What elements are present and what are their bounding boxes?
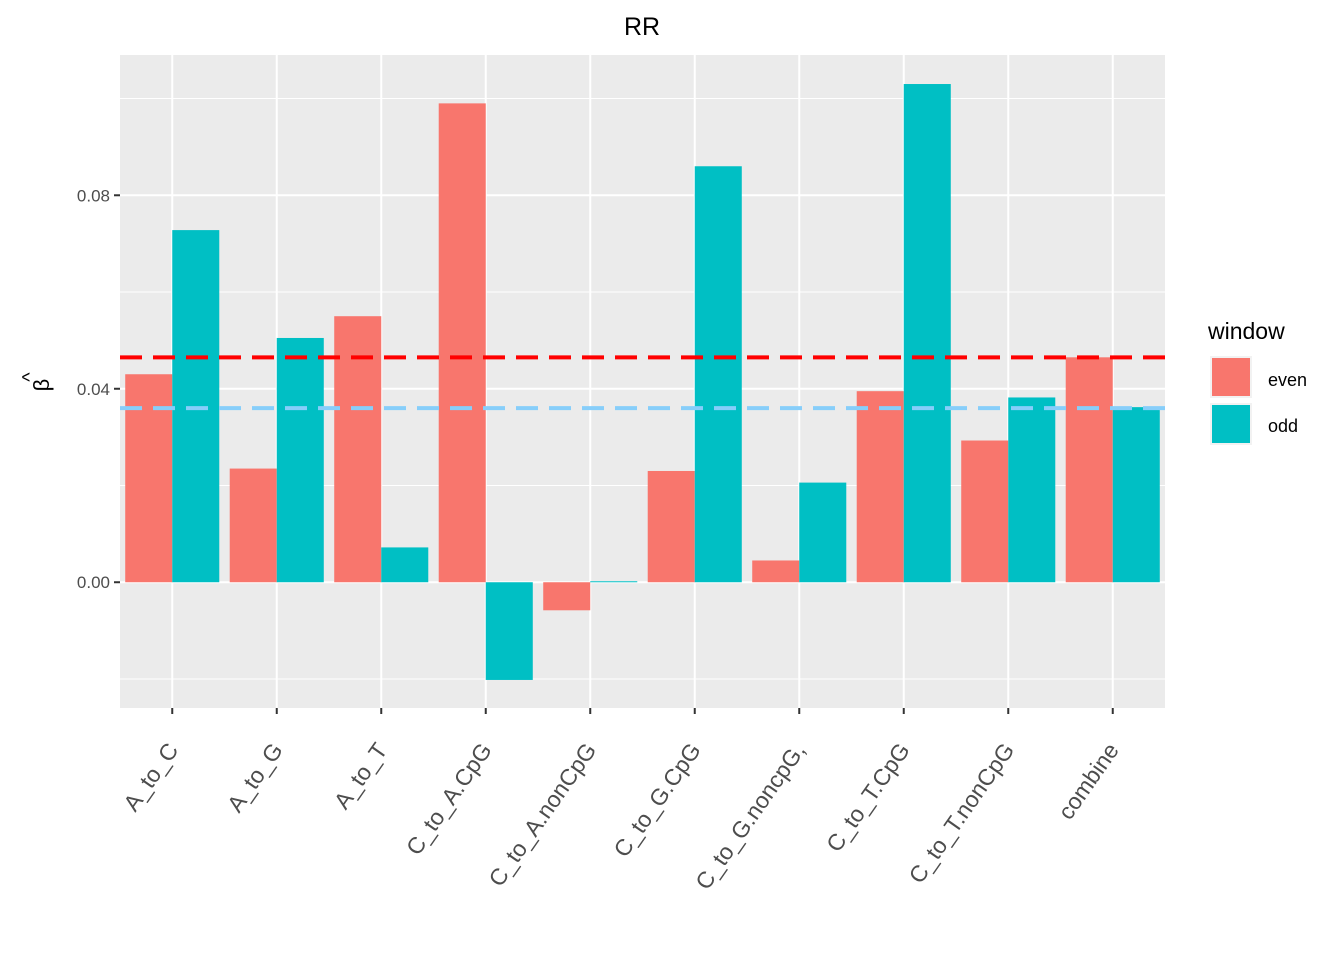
bar-even-c-to-t-cpg bbox=[856, 391, 904, 583]
y-tick-label: 0.08 bbox=[77, 186, 110, 205]
x-tick-label: C_to_G.CpG bbox=[608, 738, 706, 862]
bar-even-c-to-g-cpg bbox=[647, 470, 695, 583]
bar-even-c-to-a-cpg bbox=[438, 103, 486, 583]
y-axis: 0.00 0.04 0.08 bbox=[77, 186, 120, 592]
bar-odd-c-to-g-noncpg- bbox=[799, 482, 847, 583]
x-tick-label: C_to_T.nonCpG bbox=[903, 738, 1019, 888]
legend-swatch-even bbox=[1212, 358, 1250, 396]
x-tick-label: C_to_A.nonCpG bbox=[483, 738, 601, 891]
bar-even-a-to-g bbox=[229, 468, 277, 583]
y-tick-label: 0.04 bbox=[77, 380, 110, 399]
reference-lines bbox=[120, 355, 1165, 411]
bar-odd-c-to-t-noncpg bbox=[1008, 397, 1056, 583]
legend-label-even: even bbox=[1268, 370, 1307, 390]
x-tick-label: A_to_T bbox=[329, 738, 393, 814]
legend-label-odd: odd bbox=[1268, 416, 1298, 436]
bar-odd-c-to-t-cpg bbox=[903, 84, 951, 583]
bar-odd-a-to-t bbox=[381, 547, 429, 583]
y-axis-title: β ^ bbox=[19, 372, 54, 392]
bar-odd-c-to-g-cpg bbox=[694, 166, 742, 583]
chart-title: RR bbox=[624, 13, 660, 41]
y-tick-label: 0.00 bbox=[77, 573, 110, 592]
legend-title: window bbox=[1207, 318, 1285, 344]
bar-odd-combine bbox=[1112, 407, 1160, 583]
legend: window even odd bbox=[1207, 318, 1307, 445]
bar-odd-c-to-a-noncpg bbox=[590, 581, 638, 583]
x-tick-label: C_to_A.CpG bbox=[401, 738, 497, 860]
bar-even-combine bbox=[1065, 357, 1113, 583]
bar-odd-c-to-a-cpg bbox=[485, 582, 533, 680]
y-axis-title-base: β bbox=[29, 379, 54, 392]
bar-even-a-to-t bbox=[334, 316, 382, 583]
x-tick-label: C_to_G.noncpG, bbox=[690, 738, 810, 894]
legend-swatch-odd bbox=[1212, 405, 1250, 443]
x-tick-label: A_to_C bbox=[118, 738, 183, 816]
x-tick-label: A_to_G bbox=[222, 738, 288, 817]
bar-even-a-to-c bbox=[125, 374, 173, 583]
bar-even-c-to-t-noncpg bbox=[961, 440, 1009, 583]
bar-even-c-to-a-noncpg bbox=[543, 582, 591, 611]
y-axis-title-hat: ^ bbox=[19, 372, 41, 382]
bars bbox=[125, 84, 1160, 680]
bar-even-c-to-g-noncpg- bbox=[752, 560, 800, 583]
x-tick-label: combine bbox=[1053, 738, 1124, 824]
x-tick-label: C_to_T.CpG bbox=[821, 738, 915, 857]
x-axis: A_to_C A_to_G A_to_T C_to_A.CpGC_to_A.nonCp… bbox=[118, 708, 1124, 894]
bar-odd-a-to-g bbox=[276, 337, 324, 583]
